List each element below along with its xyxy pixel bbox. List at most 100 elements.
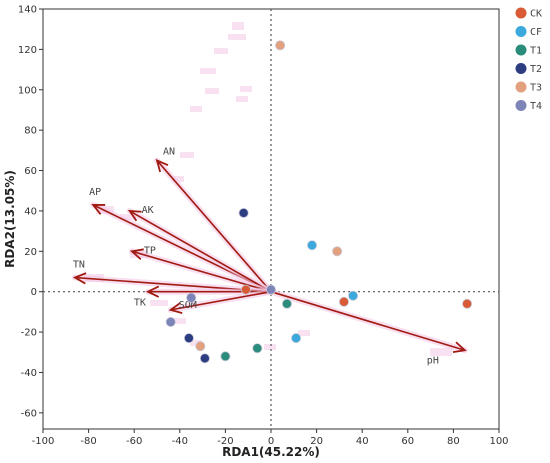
legend-marker-t4: [515, 100, 527, 111]
reference-lines: [43, 9, 499, 429]
y-tick-label: 60: [24, 166, 37, 177]
legend-label-t1: T1: [530, 46, 542, 57]
arrow-head: [127, 209, 142, 222]
point-ck: [240, 284, 251, 295]
arrow-shaft: [156, 159, 272, 293]
y-axis: -60 -40 -20 0 20 40 60 80 100 120 140: [18, 5, 43, 419]
label-haze: [240, 86, 252, 92]
label-haze: [190, 106, 202, 112]
label-haze: [180, 152, 194, 158]
x-tick-label: 100: [489, 436, 508, 447]
arrow-head: [168, 302, 183, 314]
point-cf: [307, 240, 318, 251]
label-haze: [200, 68, 216, 74]
x-tick-label: -100: [32, 436, 55, 447]
arrow-label-ap: AP: [89, 187, 101, 198]
point-t2: [238, 207, 249, 218]
point-t3: [332, 246, 343, 257]
arrows-layer: AN AP AK TP TN TK SOM pH: [71, 146, 468, 366]
point-t1: [252, 343, 263, 354]
point-cf: [291, 333, 302, 344]
y-tick-label: 140: [18, 5, 37, 16]
x-tick-label: -60: [126, 436, 142, 447]
arrow-head: [72, 272, 87, 285]
y-tick-label: -40: [21, 368, 37, 379]
point-t2: [199, 353, 210, 364]
y-tick-label: -60: [21, 408, 37, 419]
legend-label-t2: T2: [530, 64, 542, 75]
y-tick-label: 80: [24, 126, 37, 137]
label-haze: [236, 96, 248, 102]
arrow-head: [452, 341, 467, 354]
arrow-shaft: [170, 290, 272, 311]
arrow-head: [145, 285, 160, 298]
arrow-label-tk: TK: [134, 298, 146, 309]
x-tick-label: -80: [80, 436, 96, 447]
label-haze: [205, 88, 219, 94]
x-tick-label: 0: [268, 436, 274, 447]
x-tick-label: 60: [401, 436, 414, 447]
legend-marker-cf: [515, 26, 527, 37]
arrow-label-ph: pH: [427, 355, 439, 366]
arrow-an: AN: [154, 146, 274, 295]
point-ck: [462, 298, 473, 309]
legend: CK CF T1 T2 T3 T4: [515, 7, 542, 112]
point-t1: [281, 298, 292, 309]
point-cf: [348, 290, 359, 301]
x-tick-label: 20: [310, 436, 323, 447]
x-axis-title: RDA1(45.22%): [222, 445, 320, 459]
x-tick-label: 40: [356, 436, 369, 447]
arrow-shaft: [270, 290, 466, 352]
point-t1: [220, 351, 231, 362]
x-tick-label: 80: [447, 436, 460, 447]
arrow-shaft: [131, 250, 272, 293]
point-t2: [183, 333, 194, 344]
arrow-head: [91, 203, 106, 215]
label-haze: [430, 348, 452, 356]
y-tick-label: 100: [18, 85, 37, 96]
y-tick-label: 20: [24, 247, 37, 258]
label-haze: [172, 176, 184, 182]
point-t4: [186, 292, 197, 303]
label-haze: [214, 48, 228, 54]
legend-label-t3: T3: [530, 83, 542, 94]
label-haze: [190, 340, 202, 346]
label-haze: [232, 22, 244, 30]
arrow-ph: pH: [268, 288, 468, 366]
x-tick-label: -40: [172, 436, 188, 447]
arrow-label-tp: TP: [144, 245, 156, 256]
point-t4: [165, 316, 176, 327]
arrow-ak: AK: [126, 205, 274, 295]
label-haze: [170, 318, 186, 324]
arrow-label-an: AN: [163, 146, 175, 157]
label-haze: [150, 300, 168, 306]
label-haze: [228, 34, 246, 40]
legend-marker-t3: [515, 81, 527, 93]
plot-area: AN AP AK TP TN TK SOM pH: [42, 8, 500, 430]
label-haze: [298, 330, 310, 336]
points-layer: [165, 40, 473, 364]
y-tick-label: -20: [21, 328, 37, 339]
point-t3: [195, 341, 206, 352]
legend-marker-t2: [515, 63, 527, 74]
x-axis: -100 -80 -60 -40 -20 0 20 40 60 80 100: [32, 429, 509, 447]
arrow-head: [129, 248, 144, 261]
arrow-label-tn: TN: [73, 260, 85, 271]
y-tick-label: 0: [31, 287, 37, 298]
point-t3: [275, 40, 286, 51]
legend-label-ck: CK: [530, 9, 542, 20]
arrow-tp: TP: [128, 245, 274, 295]
label-haze: [120, 214, 136, 220]
y-tick-label: 40: [24, 206, 37, 217]
legend-marker-t1: [515, 44, 527, 56]
point-t4: [265, 284, 276, 295]
arrow-label-ak: AK: [142, 205, 154, 216]
legend-label-cf: CF: [530, 27, 542, 38]
arrow-label-som: SOM: [179, 300, 197, 311]
point-ck: [338, 296, 349, 307]
arrow-head: [155, 158, 169, 173]
x-tick-label: -20: [217, 436, 233, 447]
legend-marker-ck: [515, 7, 527, 19]
arrow-som: SOM: [167, 288, 274, 314]
